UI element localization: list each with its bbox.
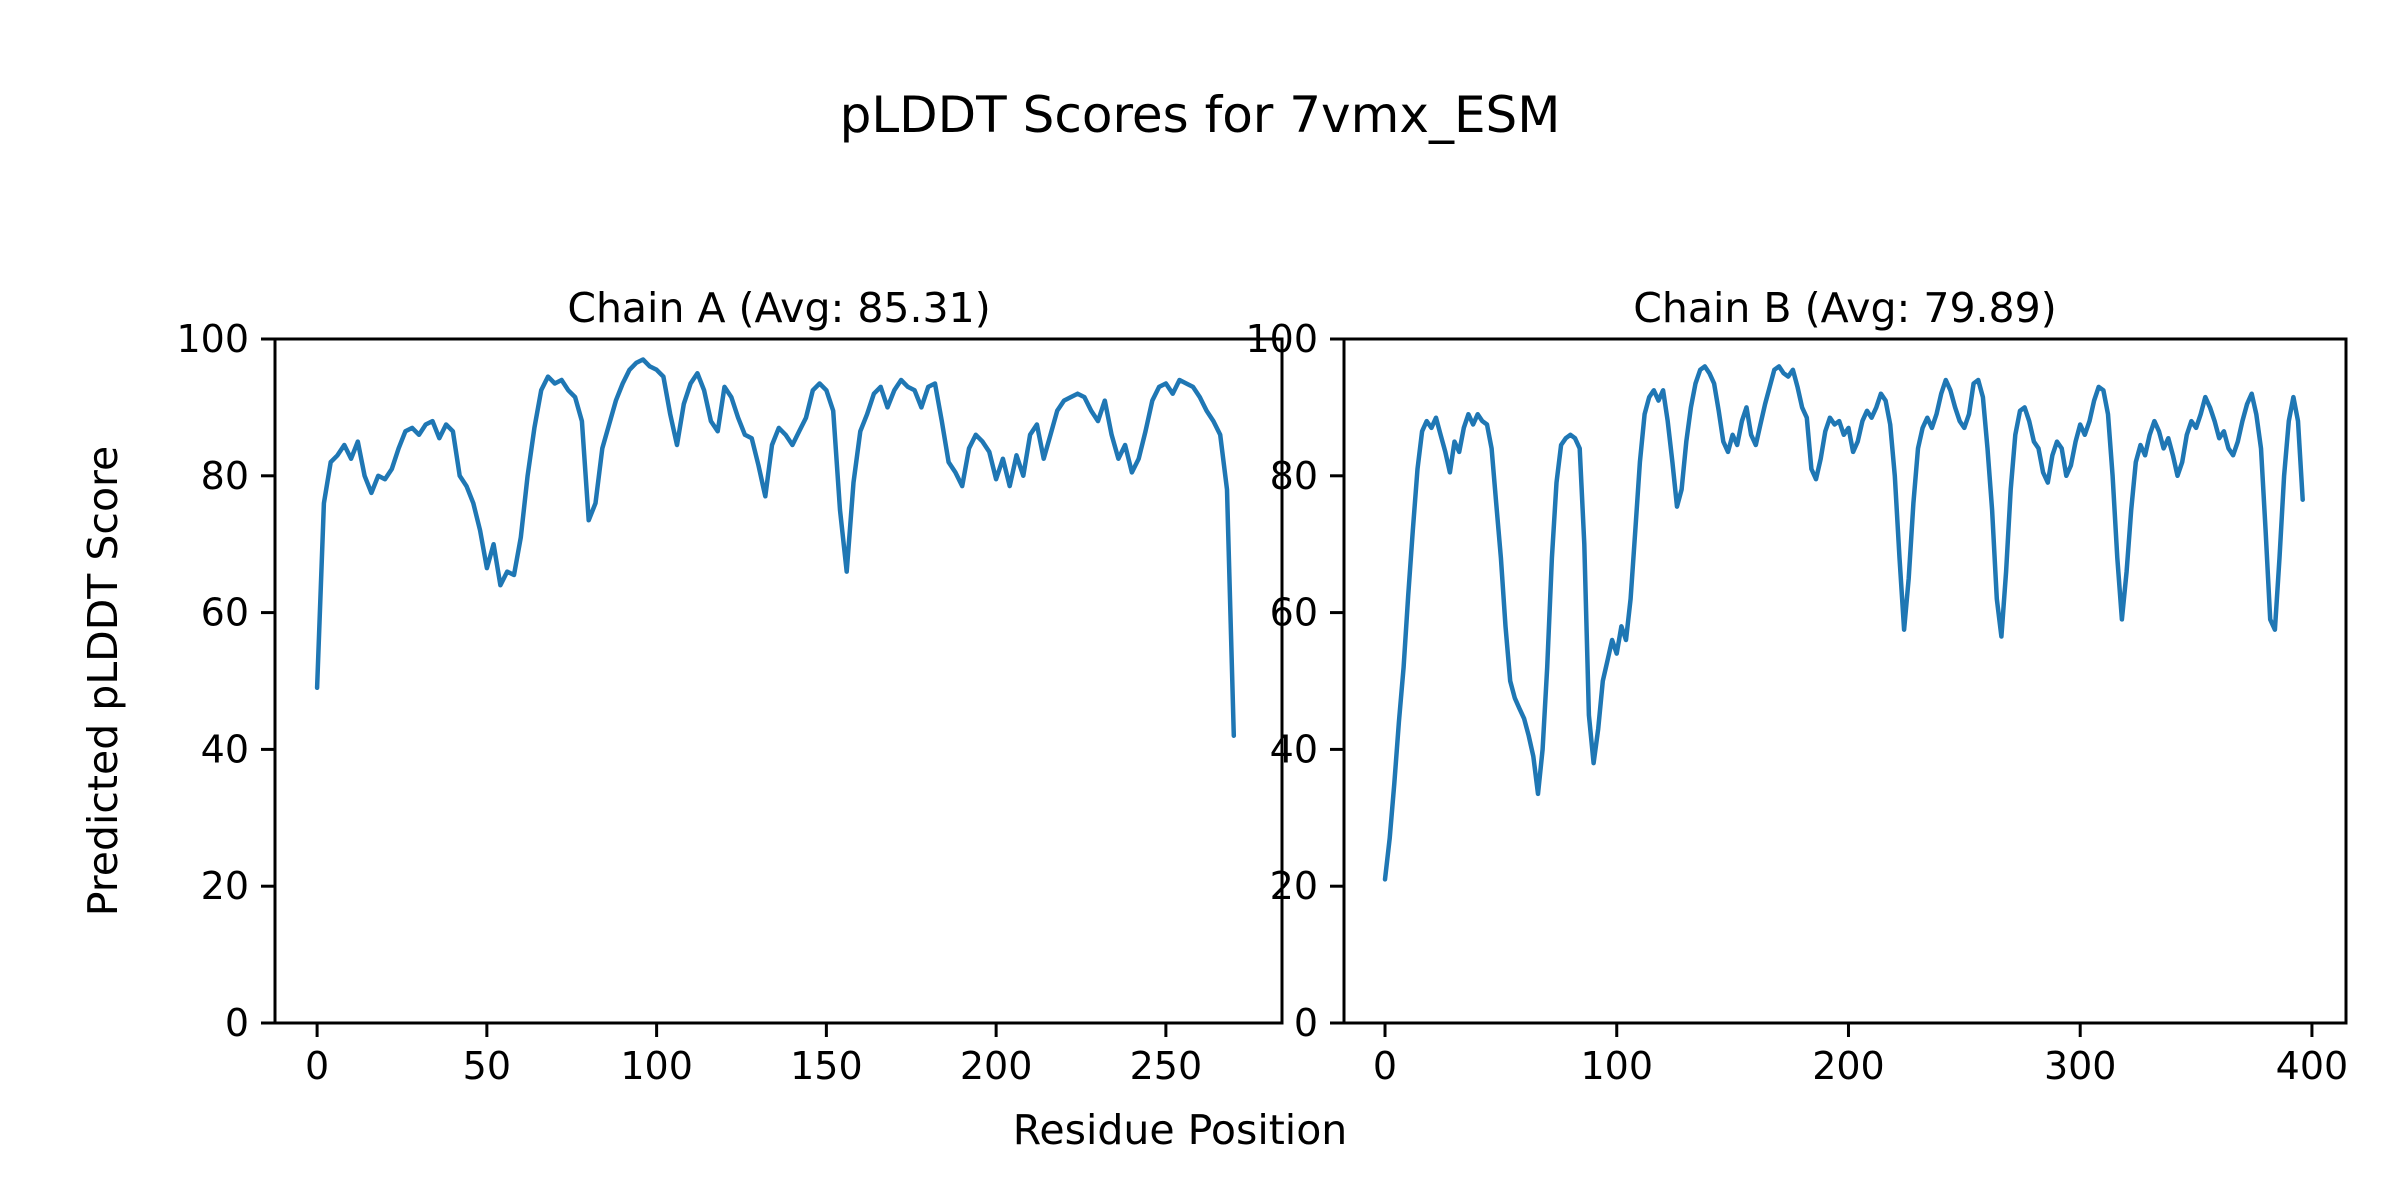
y-tick-label: 80	[1270, 454, 1318, 498]
x-tick-label: 0	[305, 1044, 329, 1088]
chain-b-plddt-line	[1382, 364, 2305, 882]
x-tick-label: 300	[2044, 1044, 2117, 1088]
y-tick-label: 60	[201, 591, 249, 635]
x-tick-label: 250	[1130, 1044, 1203, 1088]
y-tick-label: 40	[201, 727, 249, 771]
axes-frame	[1342, 337, 2348, 1025]
y-tick-label: 80	[201, 454, 249, 498]
figure-title: pLDDT Scores for 7vmx_ESM	[839, 86, 1561, 144]
chain-a-axes: 0 50 100 150 200 250 0 20 40 60 80 100	[176, 317, 1284, 1088]
x-tick-label: 50	[463, 1044, 511, 1088]
x-tick-label: 200	[960, 1044, 1033, 1088]
y-tick-label: 60	[1270, 591, 1318, 635]
y-tick-label: 20	[201, 864, 249, 908]
y-tick-label: 0	[225, 1001, 249, 1045]
axes-frame	[273, 337, 1284, 1025]
x-tick-label: 150	[790, 1044, 863, 1088]
y-tick-label: 20	[1270, 864, 1318, 908]
chain-b-axes: 0 100 200 300 400 0 20 40 60 80 100	[1245, 317, 2348, 1088]
x-tick-label: 100	[1580, 1044, 1653, 1088]
y-tick-label: 0	[1294, 1001, 1318, 1045]
y-tick-label: 100	[176, 317, 249, 361]
y-tick-label: 100	[1245, 317, 1318, 361]
chain-a-plddt-line	[314, 357, 1237, 738]
x-axis-label: Residue Position	[1012, 1106, 1348, 1154]
x-tick-label: 0	[1373, 1044, 1397, 1088]
y-tick-label: 40	[1270, 727, 1318, 771]
x-tick-label: 200	[1812, 1044, 1885, 1088]
x-tick-label: 400	[2276, 1044, 2349, 1088]
chain-b-subplot-title: Chain B (Avg: 79.89)	[1633, 284, 2057, 332]
x-tick-label: 100	[620, 1044, 693, 1088]
chain-a-subplot-title: Chain A (Avg: 85.31)	[567, 284, 991, 332]
